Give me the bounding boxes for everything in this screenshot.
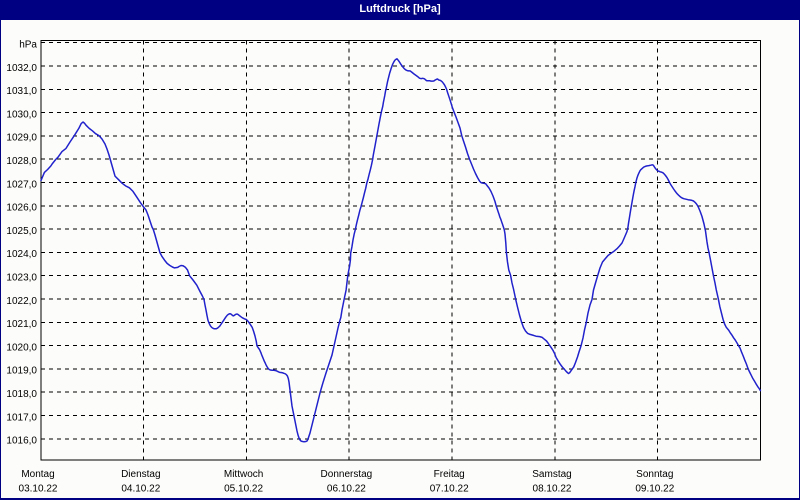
svg-text:06.10.22: 06.10.22 [327, 484, 366, 495]
svg-text:1023,0: 1023,0 [6, 273, 37, 284]
svg-text:Freitag: Freitag [434, 469, 465, 480]
svg-text:1024,0: 1024,0 [6, 249, 37, 260]
svg-text:Samstag: Samstag [532, 469, 571, 480]
svg-text:1017,0: 1017,0 [6, 412, 37, 423]
svg-text:09.10.22: 09.10.22 [635, 484, 674, 495]
svg-text:1025,0: 1025,0 [6, 226, 37, 237]
svg-text:03.10.22: 03.10.22 [19, 484, 58, 495]
svg-text:Sonntag: Sonntag [636, 469, 673, 480]
svg-text:1016,0: 1016,0 [6, 436, 37, 447]
svg-text:1032,0: 1032,0 [6, 63, 37, 74]
svg-text:Donnerstag: Donnerstag [321, 469, 373, 480]
svg-text:Mittwoch: Mittwoch [224, 469, 263, 480]
svg-text:1028,0: 1028,0 [6, 156, 37, 167]
svg-text:07.10.22: 07.10.22 [430, 484, 469, 495]
svg-text:05.10.22: 05.10.22 [224, 484, 263, 495]
svg-text:04.10.22: 04.10.22 [121, 484, 160, 495]
svg-text:Dienstag: Dienstag [121, 469, 160, 480]
svg-text:1029,0: 1029,0 [6, 133, 37, 144]
svg-text:1030,0: 1030,0 [6, 109, 37, 120]
svg-text:1027,0: 1027,0 [6, 179, 37, 190]
svg-text:1020,0: 1020,0 [6, 342, 37, 353]
svg-text:1022,0: 1022,0 [6, 296, 37, 307]
svg-text:1026,0: 1026,0 [6, 203, 37, 214]
svg-text:hPa: hPa [19, 40, 37, 51]
svg-text:1021,0: 1021,0 [6, 319, 37, 330]
svg-text:1019,0: 1019,0 [6, 366, 37, 377]
svg-text:08.10.22: 08.10.22 [533, 484, 572, 495]
svg-text:Montag: Montag [21, 469, 54, 480]
svg-text:1031,0: 1031,0 [6, 86, 37, 97]
svg-text:1018,0: 1018,0 [6, 389, 37, 400]
